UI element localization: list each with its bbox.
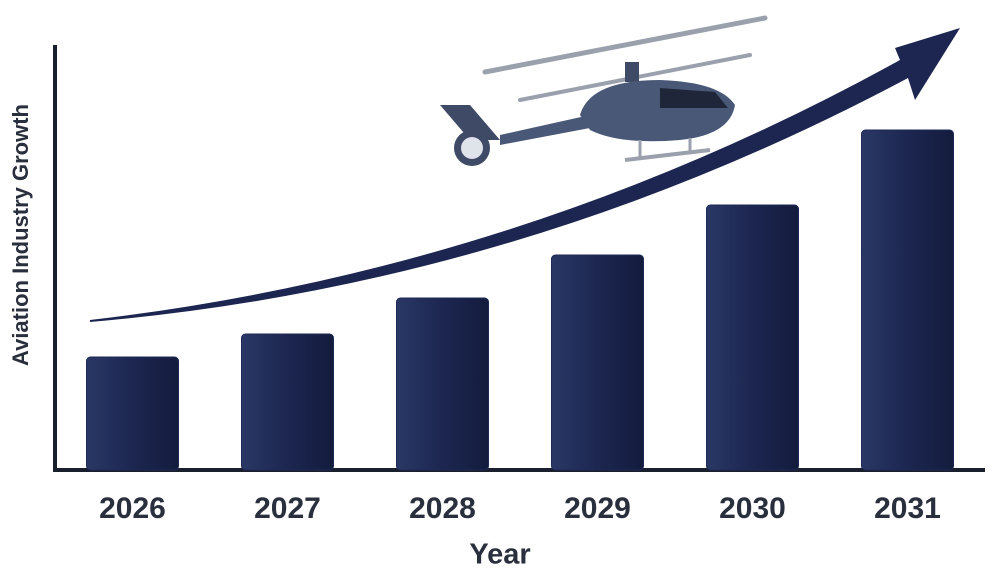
bar xyxy=(86,356,179,471)
x-tick-label: 2029 xyxy=(564,492,631,525)
x-tick-label: 2027 xyxy=(254,492,321,525)
x-tick-label: 2031 xyxy=(874,492,941,525)
bar xyxy=(551,254,644,471)
y-axis-title: Aviation Industry Growth xyxy=(8,104,33,366)
bar xyxy=(396,297,489,471)
x-axis-title: Year xyxy=(469,539,530,571)
x-tick-label: 2028 xyxy=(409,492,476,525)
x-tick-label: 2030 xyxy=(719,492,786,525)
growth-arrow xyxy=(90,28,960,322)
x-tick-label: 2026 xyxy=(99,492,166,525)
helicopter xyxy=(440,15,768,166)
bar xyxy=(861,129,954,471)
bar xyxy=(241,333,334,471)
bar xyxy=(706,204,799,471)
